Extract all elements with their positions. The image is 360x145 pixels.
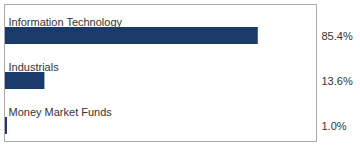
- svg-text:85.4%: 85.4%: [322, 30, 353, 42]
- svg-text:Money Market Funds: Money Market Funds: [9, 106, 113, 118]
- svg-text:Industrials: Industrials: [9, 61, 60, 73]
- svg-text:1.0%: 1.0%: [322, 120, 347, 132]
- svg-text:Information Technology: Information Technology: [9, 16, 123, 28]
- svg-text:13.6%: 13.6%: [322, 75, 353, 87]
